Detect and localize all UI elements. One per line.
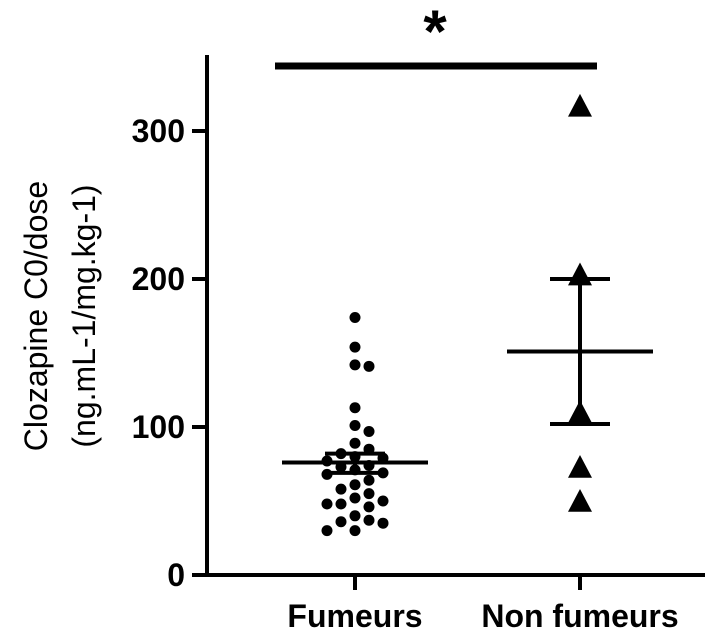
- data-point-non-fumeurs: [568, 489, 592, 512]
- data-point-fumeurs: [349, 420, 361, 432]
- y-axis: 0 100 200 300: [132, 55, 209, 593]
- data-point-fumeurs: [321, 525, 333, 537]
- y-tick-label: 100: [132, 409, 185, 445]
- data-point-fumeurs: [377, 495, 389, 507]
- y-tick-label: 300: [132, 113, 185, 149]
- data-point-fumeurs: [349, 525, 361, 537]
- data-point-fumeurs: [349, 311, 361, 323]
- significance-star: *: [423, 0, 447, 65]
- data-point-fumeurs: [349, 359, 361, 371]
- data-point-fumeurs: [363, 360, 375, 372]
- data-point-fumeurs: [363, 425, 375, 437]
- data-point-non-fumeurs: [568, 454, 592, 478]
- data-point-fumeurs: [363, 501, 375, 513]
- data-point-fumeurs: [363, 474, 375, 486]
- data-point-fumeurs: [349, 402, 361, 414]
- data-point-fumeurs: [335, 498, 347, 510]
- data-point-fumeurs: [321, 498, 333, 510]
- data-point-fumeurs: [349, 510, 361, 522]
- data-marks: [282, 93, 653, 537]
- data-point-fumeurs: [335, 516, 347, 528]
- y-axis-title-line1: Clozapine C0/dose: [18, 181, 54, 451]
- data-point-fumeurs: [377, 517, 389, 529]
- data-point-fumeurs: [349, 437, 361, 449]
- x-tick-label: Non fumeurs: [481, 598, 678, 634]
- x-tick-label: Fumeurs: [287, 598, 422, 634]
- data-point-non-fumeurs: [568, 93, 592, 117]
- data-point-fumeurs: [363, 488, 375, 500]
- data-point-fumeurs: [349, 492, 361, 504]
- significance-annotation: *: [275, 0, 597, 70]
- data-point-fumeurs: [335, 483, 347, 495]
- data-point-fumeurs: [363, 514, 375, 526]
- data-point-fumeurs: [349, 341, 361, 353]
- y-tick-label: 0: [167, 557, 185, 593]
- y-tick-label: 200: [132, 261, 185, 297]
- data-point-fumeurs: [349, 479, 361, 491]
- x-axis: Fumeurs Non fumeurs: [207, 573, 705, 634]
- y-axis-title-line2: (ng.mL-1/mg.kg-1): [66, 184, 102, 447]
